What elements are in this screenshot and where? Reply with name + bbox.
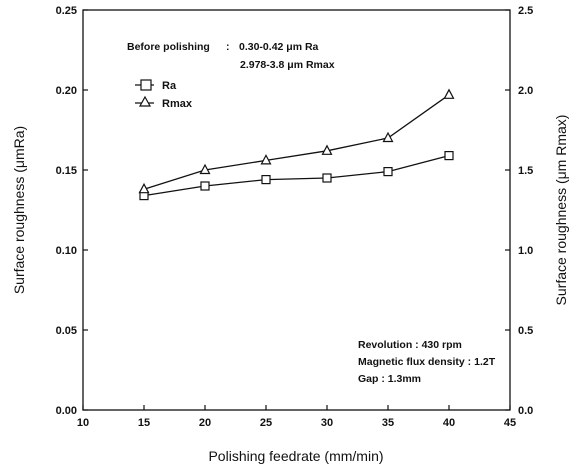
y-right-tick-label: 2.0 [518,85,533,97]
series-ra-point [261,175,271,185]
x-tick-label: 45 [504,417,516,429]
series-rmax-point [321,144,333,155]
x-tick-label: 35 [382,417,394,429]
legend: Ra Rmax [135,79,193,110]
condition-line: Magnetic flux density : 1.2T [358,356,496,368]
y-left-tick-label: 0.15 [56,165,77,177]
y-right-tick-label: 2.5 [518,5,533,17]
series-rmax-point [443,88,455,99]
series-rmax-line [143,94,450,190]
y-right-tick-label: 0.0 [518,405,533,417]
series-rmax-point [199,163,211,175]
series-ra-point [444,151,454,161]
legend-ra-square-marker [140,79,152,91]
before-polishing-separator: : [226,41,230,53]
series-rmax-point [260,154,272,165]
x-tick-label: 25 [260,417,272,429]
y-left-tick-label: 0.00 [56,405,77,417]
before-polishing-rmax: 2.978-3.8 μm Rmax [240,59,335,71]
x-axis-title: Polishing feedrate (mm/min) [208,448,383,464]
y-right-tick-label: 1.5 [518,165,533,177]
legend-rmax-triangle-marker [138,95,152,107]
y-right-tick-label: 1.0 [518,245,533,257]
series-ra-point [200,181,210,191]
series-ra-point [322,173,332,183]
series-layer [138,88,455,201]
before-polishing-ra: 0.30-0.42 μm Ra [239,41,319,53]
legend-ra-label: Ra [162,80,177,92]
y-left-tick-label: 0.10 [56,245,77,257]
y-left-tick-label: 0.25 [56,5,77,17]
before-polishing-label: Before polishing [127,41,210,53]
legend-rmax-label: Rmax [162,98,193,110]
y-axis-right: 0.0 0.5 1.0 1.5 2.0 2.5 [505,5,533,417]
plot-frame [82,9,511,411]
x-tick-label: 10 [77,417,89,429]
x-tick-label: 15 [138,417,150,429]
y-axis-left-title: Surface roughness (μmRa) [11,126,27,294]
condition-line: Revolution : 430 rpm [358,339,462,351]
x-tick-label: 20 [199,417,211,429]
conditions-annotation: Revolution : 430 rpm Magnetic flux densit… [358,339,496,385]
y-left-tick-label: 0.05 [56,325,77,337]
x-axis: 10 15 20 25 30 35 40 45 [77,405,516,429]
series-ra-point [383,167,393,177]
series-rmax-point [382,131,394,143]
y-left-tick-label: 0.20 [56,85,77,97]
series-ra-line [143,154,450,197]
y-axis-right-title: Surface roughness (μm Rmax) [553,115,569,306]
condition-line: Gap : 1.3mm [358,373,421,385]
y-axis-left: 0.00 0.05 0.10 0.15 0.20 0.25 [56,5,88,417]
series-rmax-point [138,182,150,194]
x-tick-label: 30 [321,417,333,429]
y-right-tick-label: 0.5 [518,325,533,337]
x-tick-label: 40 [443,417,455,429]
